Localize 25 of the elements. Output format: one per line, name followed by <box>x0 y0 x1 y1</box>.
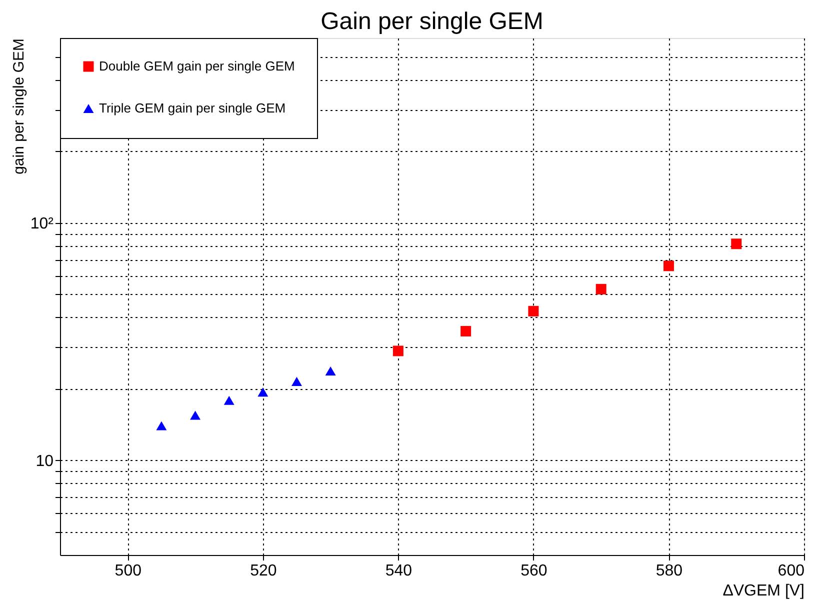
x-tick-label: 500 <box>114 562 142 580</box>
legend-label: Triple GEM gain per single GEM <box>99 100 286 116</box>
point <box>596 284 606 294</box>
point <box>258 388 268 397</box>
x-tick-label: 600 <box>778 562 805 580</box>
chart-title: Gain per single GEM <box>320 8 544 35</box>
point <box>156 421 167 430</box>
point <box>190 410 201 420</box>
point <box>291 376 302 386</box>
x-tick-label: 520 <box>250 562 277 580</box>
x-tick-label: 540 <box>385 562 412 580</box>
x-tick-label: 580 <box>656 562 683 580</box>
y-axis-title: gain per single GEM <box>10 38 28 174</box>
x-axis-title: ΔVGEM [V] <box>722 582 804 600</box>
point <box>325 366 336 376</box>
x-tick-label: 560 <box>520 562 548 580</box>
point <box>528 306 539 316</box>
point <box>731 238 742 250</box>
point <box>460 326 472 336</box>
point <box>224 396 234 405</box>
legend-label: Double GEM gain per single GEM <box>99 58 295 74</box>
point <box>663 260 674 272</box>
point <box>392 346 404 356</box>
y-tick-label: 10 <box>36 452 54 470</box>
y-tick-label: 10² <box>30 215 54 232</box>
